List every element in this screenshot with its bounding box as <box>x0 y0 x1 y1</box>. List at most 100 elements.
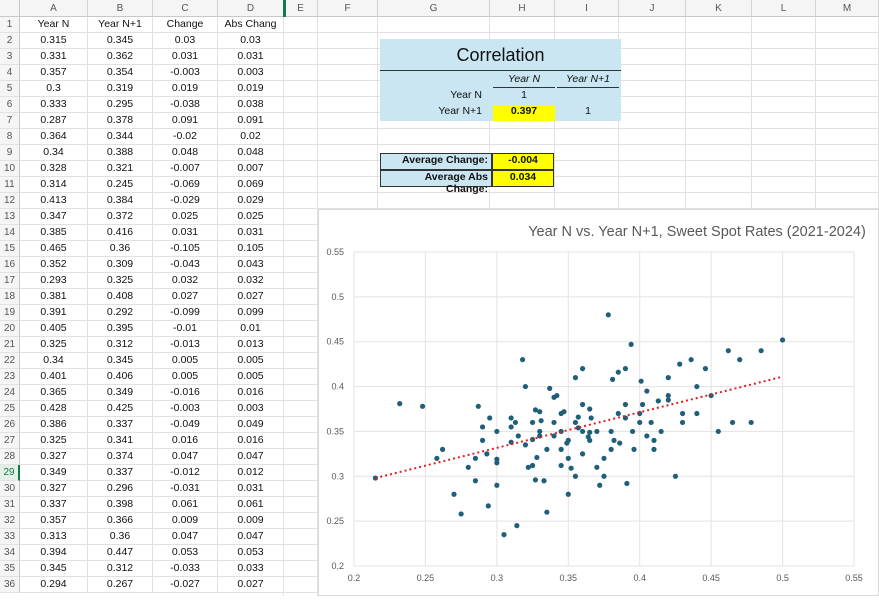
data-cell[interactable]: 0.312 <box>88 337 153 353</box>
data-cell[interactable]: 0.405 <box>20 321 88 337</box>
data-cell[interactable]: 0.293 <box>20 273 88 289</box>
row-header-11[interactable]: 11 <box>0 177 20 193</box>
data-cell[interactable]: -0.031 <box>153 481 218 497</box>
data-cell[interactable]: 0.413 <box>20 193 88 209</box>
header-cell[interactable]: Change <box>153 17 218 33</box>
data-cell[interactable]: 0.384 <box>88 193 153 209</box>
column-header-a[interactable]: A <box>20 0 88 17</box>
row-header-21[interactable]: 21 <box>0 337 20 353</box>
header-cell[interactable]: Year N <box>20 17 88 33</box>
row-header-29[interactable]: 29 <box>0 465 20 481</box>
data-cell[interactable]: 0.091 <box>153 113 218 129</box>
column-header-j[interactable]: J <box>619 0 686 17</box>
avg-change-label[interactable]: Average Change: <box>380 153 492 170</box>
data-cell[interactable]: 0.34 <box>20 353 88 369</box>
data-cell[interactable]: 0.406 <box>88 369 153 385</box>
row-header-6[interactable]: 6 <box>0 97 20 113</box>
data-cell[interactable]: 0.048 <box>218 145 284 161</box>
data-cell[interactable]: 0.016 <box>153 433 218 449</box>
data-cell[interactable]: -0.007 <box>153 161 218 177</box>
data-cell[interactable]: 0.061 <box>218 497 284 513</box>
data-cell[interactable]: 0.027 <box>153 289 218 305</box>
row-header-30[interactable]: 30 <box>0 481 20 497</box>
data-cell[interactable]: 0.347 <box>20 209 88 225</box>
data-cell[interactable]: -0.01 <box>153 321 218 337</box>
data-cell[interactable]: 0.031 <box>218 481 284 497</box>
data-cell[interactable]: 0.048 <box>153 145 218 161</box>
corr-value-2-2[interactable]: 1 <box>585 105 591 117</box>
data-cell[interactable]: 0.009 <box>218 513 284 529</box>
data-cell[interactable]: 0.321 <box>88 161 153 177</box>
avg-abs-change-value[interactable]: 0.034 <box>492 170 554 187</box>
row-header-33[interactable]: 33 <box>0 529 20 545</box>
data-cell[interactable]: 0.325 <box>20 433 88 449</box>
column-header-i[interactable]: I <box>555 0 619 17</box>
data-cell[interactable]: 0.372 <box>88 209 153 225</box>
corr-value-2-1[interactable]: 0.397 <box>493 105 555 121</box>
data-cell[interactable]: -0.069 <box>153 177 218 193</box>
row-header-2[interactable]: 2 <box>0 33 20 49</box>
data-cell[interactable]: 0.354 <box>88 65 153 81</box>
column-header-m[interactable]: M <box>816 0 879 17</box>
data-cell[interactable]: 0.047 <box>218 529 284 545</box>
data-cell[interactable]: 0.005 <box>153 369 218 385</box>
data-cell[interactable]: 0.01 <box>218 321 284 337</box>
row-header-24[interactable]: 24 <box>0 385 20 401</box>
data-cell[interactable]: 0.005 <box>153 353 218 369</box>
data-cell[interactable]: 0.053 <box>218 545 284 561</box>
data-cell[interactable]: 0.287 <box>20 113 88 129</box>
data-cell[interactable]: 0.391 <box>20 305 88 321</box>
data-cell[interactable]: 0.349 <box>20 465 88 481</box>
data-cell[interactable]: -0.003 <box>153 65 218 81</box>
header-cell[interactable]: Abs Chang <box>218 17 284 33</box>
data-cell[interactable]: -0.027 <box>153 577 218 593</box>
data-cell[interactable]: 0.357 <box>20 65 88 81</box>
data-cell[interactable]: 0.031 <box>218 225 284 241</box>
data-cell[interactable]: 0.352 <box>20 257 88 273</box>
data-cell[interactable]: 0.345 <box>88 353 153 369</box>
data-cell[interactable]: -0.013 <box>153 337 218 353</box>
data-cell[interactable]: 0.325 <box>88 273 153 289</box>
data-cell[interactable]: 0.105 <box>218 241 284 257</box>
data-cell[interactable]: 0.328 <box>20 161 88 177</box>
data-cell[interactable]: 0.047 <box>218 449 284 465</box>
data-cell[interactable]: 0.388 <box>88 145 153 161</box>
data-cell[interactable]: 0.031 <box>153 49 218 65</box>
row-header-35[interactable]: 35 <box>0 561 20 577</box>
data-cell[interactable]: 0.349 <box>88 385 153 401</box>
data-cell[interactable]: 0.032 <box>153 273 218 289</box>
corr-row-label-year-n[interactable]: Year N <box>450 89 482 101</box>
data-cell[interactable]: 0.292 <box>88 305 153 321</box>
data-cell[interactable]: -0.043 <box>153 257 218 273</box>
data-cell[interactable]: 0.019 <box>218 81 284 97</box>
data-cell[interactable]: -0.029 <box>153 193 218 209</box>
data-cell[interactable]: 0.003 <box>218 401 284 417</box>
data-cell[interactable]: 0.362 <box>88 49 153 65</box>
column-header-c[interactable]: C <box>153 0 218 17</box>
row-header-4[interactable]: 4 <box>0 65 20 81</box>
data-cell[interactable]: 0.03 <box>218 33 284 49</box>
data-cell[interactable]: -0.003 <box>153 401 218 417</box>
data-cell[interactable]: 0.007 <box>218 161 284 177</box>
data-cell[interactable]: 0.3 <box>20 81 88 97</box>
data-cell[interactable]: 0.091 <box>218 113 284 129</box>
data-cell[interactable]: 0.398 <box>88 497 153 513</box>
data-cell[interactable]: 0.069 <box>218 177 284 193</box>
header-cell[interactable]: Year N+1 <box>88 17 153 33</box>
data-cell[interactable]: 0.345 <box>88 33 153 49</box>
data-cell[interactable]: 0.378 <box>88 113 153 129</box>
data-cell[interactable]: 0.395 <box>88 321 153 337</box>
column-header-e[interactable]: E <box>284 0 318 17</box>
data-cell[interactable]: 0.465 <box>20 241 88 257</box>
data-cell[interactable]: 0.032 <box>218 273 284 289</box>
data-cell[interactable]: 0.315 <box>20 33 88 49</box>
data-cell[interactable]: 0.038 <box>218 97 284 113</box>
column-header-k[interactable]: K <box>686 0 752 17</box>
select-all-corner[interactable] <box>0 0 20 17</box>
data-cell[interactable]: 0.447 <box>88 545 153 561</box>
row-header-10[interactable]: 10 <box>0 161 20 177</box>
row-header-7[interactable]: 7 <box>0 113 20 129</box>
data-cell[interactable]: 0.416 <box>88 225 153 241</box>
avg-change-value[interactable]: -0.004 <box>492 153 554 170</box>
row-header-3[interactable]: 3 <box>0 49 20 65</box>
